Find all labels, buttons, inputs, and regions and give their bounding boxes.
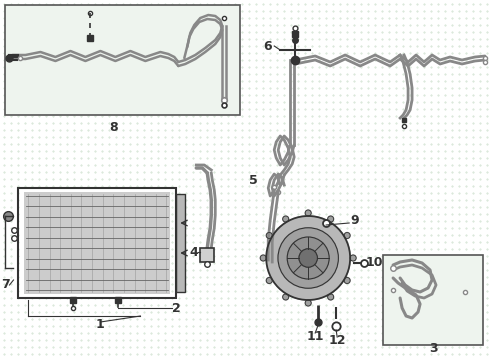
Text: 4: 4 [190,246,198,258]
Bar [19,188,176,298]
Circle shape [278,228,339,288]
Text: 7: 7 [1,279,10,292]
Text: 6: 6 [263,40,271,53]
Text: 8: 8 [109,121,118,134]
Circle shape [287,237,329,279]
Circle shape [299,249,318,267]
Text: 12: 12 [328,333,346,346]
Circle shape [305,210,311,216]
Bar [24,192,171,294]
Text: 9: 9 [351,213,360,226]
Bar [5,5,240,115]
Circle shape [260,255,266,261]
Circle shape [283,216,289,222]
Circle shape [328,216,334,222]
Bar [176,194,185,292]
Bar [200,248,214,262]
Circle shape [266,233,272,239]
Bar [383,255,483,345]
Text: 2: 2 [172,302,181,315]
Circle shape [344,233,350,238]
Circle shape [266,216,350,300]
Circle shape [328,294,334,300]
Circle shape [344,278,350,284]
Text: 5: 5 [249,174,258,186]
Circle shape [283,294,289,300]
Text: 10: 10 [366,256,383,270]
Circle shape [350,255,356,261]
Circle shape [266,278,272,284]
Text: 3: 3 [429,342,438,355]
Circle shape [305,300,311,306]
Text: 1: 1 [96,319,105,332]
Text: 11: 11 [306,330,324,343]
